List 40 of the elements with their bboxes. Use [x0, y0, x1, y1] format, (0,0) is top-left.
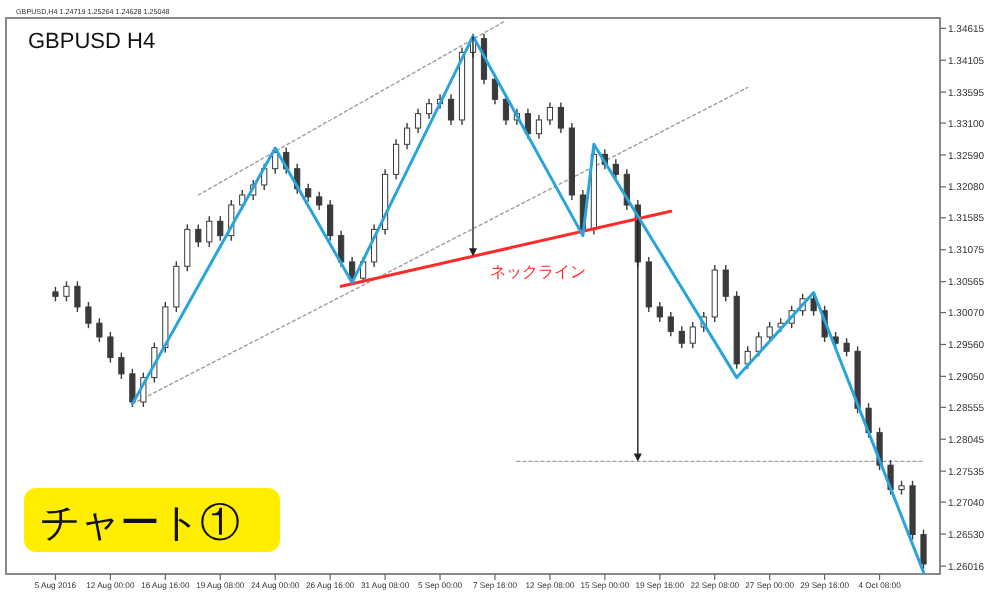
text: GBPUSD H4: [28, 30, 156, 54]
candlestick: [667, 311, 674, 338]
candlestick: [327, 199, 334, 242]
candlestick: [74, 280, 81, 313]
candlestick: [195, 223, 202, 248]
badge: チャート①: [24, 488, 280, 552]
candlestick: [403, 122, 411, 151]
candlestick: [535, 114, 543, 140]
candlestick: [217, 215, 224, 242]
candlestick: [107, 331, 114, 364]
candlestick: [722, 264, 729, 303]
candlestick: [96, 317, 103, 343]
candlestick: [678, 325, 685, 349]
candlestick: [129, 368, 136, 408]
candlestick: [612, 158, 619, 181]
candlestick: [184, 223, 191, 272]
candlestick: [656, 301, 663, 323]
candlestick: [447, 93, 455, 126]
candlestick: [316, 191, 323, 211]
candlestick: [843, 337, 850, 358]
candlestick: [206, 215, 213, 248]
candlestick: [711, 264, 718, 323]
candlestick: [85, 301, 92, 329]
candlestick: [63, 280, 70, 303]
candlestick: [502, 93, 510, 126]
candlestick: [425, 97, 433, 120]
candlestick: [645, 256, 652, 313]
candlestick: [689, 321, 696, 349]
candlestick: [920, 528, 927, 570]
candlestick: [557, 101, 565, 134]
annotation: ネックライン: [489, 262, 586, 281]
candlestick: [546, 101, 554, 126]
candlestick: [414, 107, 422, 134]
candlestick: [392, 138, 400, 181]
candlestick: [305, 183, 312, 203]
candlestick: [173, 260, 180, 313]
candlestick: [162, 301, 169, 354]
candlestick: [118, 351, 125, 380]
annotation: チャート①: [40, 502, 240, 546]
candlestick: [491, 73, 499, 106]
